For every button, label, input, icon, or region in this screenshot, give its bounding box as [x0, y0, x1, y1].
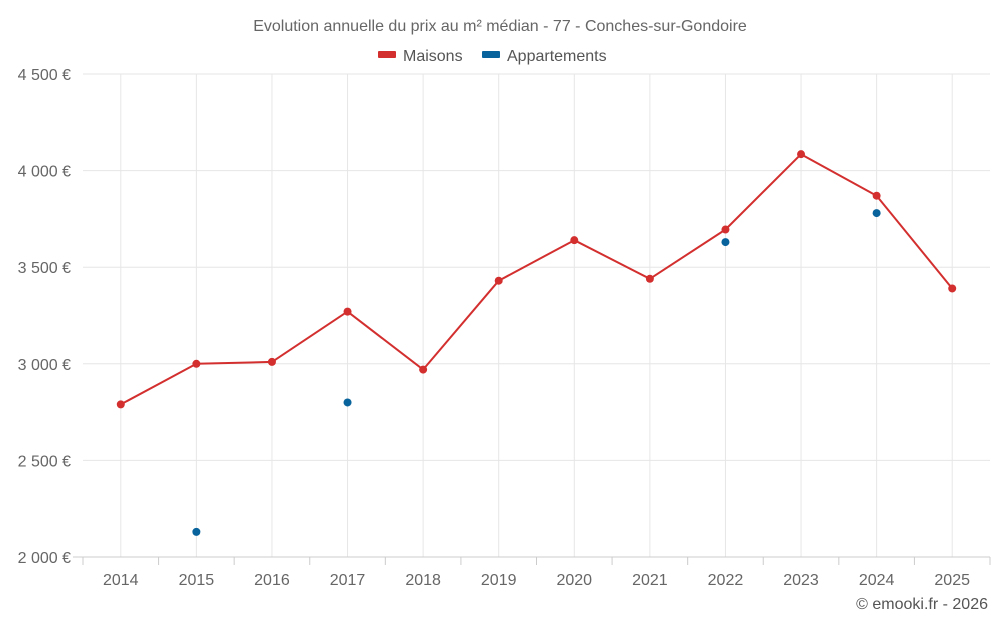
- credit-text: © emooki.fr - 2026: [856, 596, 988, 613]
- data-point-maisons-2018[interactable]: [419, 365, 428, 374]
- data-point-maisons-2019[interactable]: [494, 276, 503, 285]
- x-tick-label-2018: 2018: [405, 572, 441, 589]
- y-tick-label: 3 500 €: [18, 260, 71, 277]
- data-point-maisons-2025[interactable]: [948, 284, 957, 293]
- data-point-maisons-2024[interactable]: [872, 191, 881, 200]
- data-point-appartements-2022[interactable]: [721, 238, 730, 247]
- x-tick-label-2023: 2023: [783, 572, 819, 589]
- legend-swatch-appartements[interactable]: [482, 51, 500, 58]
- x-tick-label-2021: 2021: [632, 572, 668, 589]
- y-tick-label: 3 000 €: [18, 357, 71, 374]
- data-point-maisons-2015[interactable]: [192, 359, 201, 368]
- legend-label-maisons[interactable]: Maisons: [403, 48, 463, 65]
- x-tick-label-2015: 2015: [179, 572, 215, 589]
- x-tick-label-2014: 2014: [103, 572, 139, 589]
- data-point-maisons-2023[interactable]: [797, 150, 806, 159]
- legend-label-appartements[interactable]: Appartements: [507, 48, 607, 65]
- y-tick-label: 2 500 €: [18, 453, 71, 470]
- data-point-maisons-2016[interactable]: [267, 357, 276, 366]
- data-point-appartements-2017[interactable]: [343, 398, 352, 407]
- series: [116, 150, 957, 536]
- y-tick-label: 2 000 €: [18, 550, 71, 567]
- x-tick-label-2020: 2020: [556, 572, 592, 589]
- data-point-maisons-2022[interactable]: [721, 225, 730, 234]
- legend[interactable]: Maisons Appartements: [378, 48, 607, 65]
- x-tick-label-2017: 2017: [330, 572, 366, 589]
- data-point-maisons-2020[interactable]: [570, 236, 579, 245]
- y-tick-label: 4 000 €: [18, 164, 71, 181]
- x-tick-label-2024: 2024: [859, 572, 895, 589]
- data-point-maisons-2017[interactable]: [343, 307, 352, 316]
- grid: [83, 73, 990, 557]
- data-point-maisons-2021[interactable]: [645, 274, 654, 283]
- x-tick-label-2016: 2016: [254, 572, 290, 589]
- legend-swatch-maisons[interactable]: [378, 51, 396, 58]
- series-line-maisons: [120, 153, 953, 406]
- chart-title: Evolution annuelle du prix au m² médian …: [253, 18, 747, 35]
- x-tick-label-2025: 2025: [934, 572, 970, 589]
- y-tick-label: 4 500 €: [18, 67, 71, 84]
- data-point-appartements-2024[interactable]: [872, 209, 881, 218]
- x-tick-label-2019: 2019: [481, 572, 517, 589]
- x-tick-label-2022: 2022: [708, 572, 744, 589]
- data-point-appartements-2015[interactable]: [192, 527, 201, 536]
- data-point-maisons-2014[interactable]: [116, 400, 125, 409]
- axes: 2 000 € 2 500 € 3 000 € 3 500 € 4 000 € 4 500…: [18, 67, 991, 589]
